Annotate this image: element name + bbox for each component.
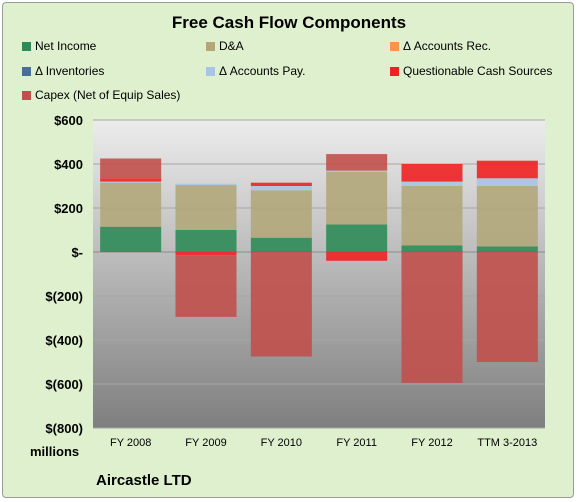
legend-label: Capex (Net of Equip Sales) [35,88,181,102]
x-tick-label: FY 2010 [261,437,302,449]
bar-segment [476,160,538,179]
bar-segment [401,181,463,186]
y-tick-label: $(600) [45,377,83,392]
legend-label: Δ Inventories [35,64,105,78]
legend-swatch [206,41,215,51]
legend-item: Capex (Net of Equip Sales) [22,88,180,102]
bar-segment [476,252,538,362]
bar-segment [401,245,463,252]
legend-item: Δ Accounts Rec. [390,39,491,53]
plot-area [93,120,545,428]
legend-swatch [22,41,31,51]
bar-segment [401,164,463,182]
bar-segment [401,252,463,383]
bar-segment [326,170,388,172]
x-tick-label: TTM 3-2013 [477,437,537,449]
bar-segment [100,178,162,182]
y-tick-label: $600 [54,113,83,128]
y-tick-label: $(800) [45,421,83,436]
y-tick-label: $400 [54,157,83,172]
y-tick-label: $200 [54,201,83,216]
chart-title: Free Cash Flow Components [171,13,407,32]
bar-segment [326,154,388,171]
bar-segment [175,183,237,185]
legend-item: Net Income [22,39,96,53]
bar-segment [476,246,538,252]
legend-label: Net Income [35,39,97,53]
legend-swatch [206,66,215,76]
y-tick-label: $- [71,245,83,260]
bar-segment [250,252,312,357]
bar-segment [326,171,388,225]
bar-segment [401,186,463,246]
bar-segment [476,178,538,186]
legend-label: Δ Accounts Rec. [403,39,492,53]
legend-swatch [22,66,31,76]
bar-segment [326,252,388,261]
legend-item: Questionable Cash Sources [390,64,552,78]
bar-segment [175,184,237,186]
x-tick-label: FY 2011 [336,437,377,449]
x-tick-label: FY 2009 [185,437,226,449]
company-name: Aircastle LTD [96,472,192,489]
bar-segment [250,182,312,186]
legend-swatch [390,41,399,51]
bar-segment [100,226,162,252]
legend-label: D&A [219,39,244,53]
y-axis-label: millions [30,444,79,459]
bar-segment [175,252,237,256]
legend-item: D&A [206,39,244,53]
legend-swatch [22,90,31,100]
bar-segment [250,190,312,238]
bar-segment [175,255,237,317]
bar-segment [326,224,388,252]
legend-item: Δ Inventories [22,64,104,78]
x-tick-label: FY 2012 [411,437,452,449]
legend-label: Δ Accounts Pay. [219,64,306,78]
x-tick-label: FY 2008 [110,437,151,449]
bar-segment [100,158,162,179]
bar-segment [100,181,162,183]
bar-segment [476,186,538,247]
bar-segment [250,186,312,191]
legend-swatch [390,66,399,76]
bar-segment [250,237,312,252]
bar-segment [175,230,237,252]
legend-item: Δ Accounts Pay. [206,64,306,78]
y-tick-label: $(400) [45,333,83,348]
bar-segment [100,182,162,227]
bar-segment [175,186,237,230]
y-tick-label: $(200) [45,289,83,304]
legend-label: Questionable Cash Sources [403,64,553,78]
